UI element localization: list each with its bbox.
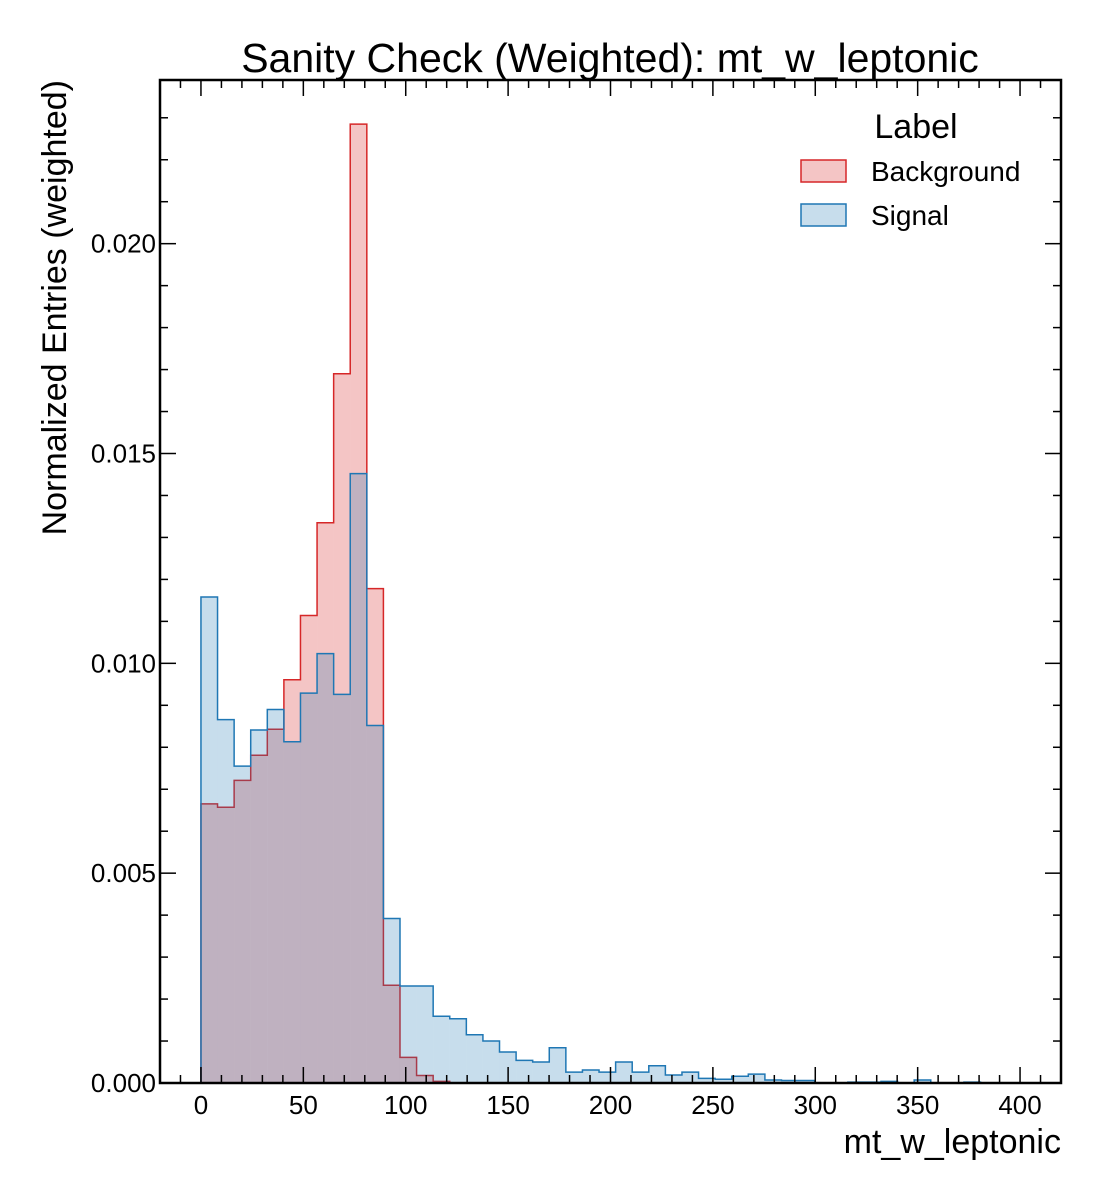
- signal-bar: [599, 1072, 616, 1083]
- signal-bar: [383, 918, 400, 1083]
- signal-bar: [350, 473, 367, 1084]
- x-tick-label: 200: [589, 1090, 632, 1120]
- background-bar: [200, 803, 218, 1083]
- background-bar: [300, 615, 318, 1083]
- x-tick-label: 350: [896, 1090, 939, 1120]
- signal-bar: [715, 1079, 732, 1083]
- signal-bar: [333, 694, 351, 1083]
- background-bar: [350, 124, 367, 1084]
- signal-bar: [565, 1072, 583, 1083]
- signal-bar: [648, 1065, 666, 1083]
- x-tick-label: 300: [794, 1090, 837, 1120]
- y-tick-label: 0.005: [91, 858, 156, 888]
- y-tick-label: 0.020: [91, 229, 156, 259]
- legend-label-signal: Signal: [871, 200, 949, 231]
- signal-bar: [267, 709, 284, 1083]
- background-bar: [217, 807, 235, 1083]
- x-tick-label: 0: [194, 1090, 208, 1120]
- y-tick-label: 0.015: [91, 439, 156, 469]
- signal-bar: [549, 1047, 566, 1083]
- signal-bar: [748, 1074, 765, 1083]
- x-tick-label: 150: [486, 1090, 529, 1120]
- x-axis-title: mt_w_leptonic: [844, 1123, 1061, 1161]
- signal-bar: [317, 653, 334, 1083]
- signal-bar: [665, 1075, 682, 1083]
- signal-bar: [482, 1041, 500, 1083]
- background-bar: [267, 729, 284, 1083]
- signal-bar: [466, 1034, 483, 1083]
- background-bar: [383, 985, 400, 1083]
- legend-swatch-signal: [800, 203, 847, 227]
- signal-bar: [217, 719, 235, 1083]
- signal-bar: [200, 597, 218, 1083]
- signal-bar: [449, 1018, 467, 1083]
- y-tick-label: 0.010: [91, 648, 156, 678]
- background-bar: [283, 679, 301, 1083]
- background-bar: [250, 755, 268, 1083]
- y-tick-label: 0.000: [91, 1068, 156, 1098]
- signal-bar: [914, 1080, 931, 1083]
- background-bar: [317, 522, 334, 1083]
- y-axis-title: Normalized Entries (weighted): [36, 80, 74, 535]
- signal-bar: [416, 986, 434, 1083]
- signal-bar: [781, 1080, 799, 1083]
- tick-layer: 0 50 100 150 200 250 300 350 400 0.000 0.005 0.010 0…: [91, 80, 1061, 1120]
- x-tick-label: 50: [289, 1090, 318, 1120]
- signal-bar: [698, 1078, 716, 1083]
- signal-bar: [798, 1080, 815, 1083]
- background-bar: [416, 1075, 434, 1083]
- signal-bar: [516, 1060, 533, 1083]
- signal-bar: [532, 1062, 550, 1083]
- background-bar: [234, 780, 251, 1083]
- legend-title: Label: [874, 108, 957, 146]
- background-bar: [366, 588, 384, 1083]
- background-bar: [399, 1057, 417, 1083]
- legend: Label Background Signal: [800, 108, 1020, 231]
- signal-bar: [764, 1080, 782, 1083]
- x-tick-label: 100: [384, 1090, 427, 1120]
- legend-label-background: Background: [871, 156, 1020, 187]
- chart-title: Sanity Check (Weighted): mt_w_leptonic: [241, 35, 979, 81]
- x-tick-label: 400: [998, 1090, 1041, 1120]
- signal-bar: [632, 1072, 649, 1083]
- x-tick-label: 250: [691, 1090, 734, 1120]
- signal-bar: [731, 1076, 749, 1083]
- signal-bar: [300, 693, 318, 1083]
- series-signal: [200, 472, 1031, 1084]
- signal-bar: [250, 730, 268, 1083]
- signal-bar: [681, 1072, 699, 1083]
- signal-bar: [234, 766, 251, 1083]
- series-layer: [200, 123, 1031, 1084]
- signal-bar: [366, 725, 384, 1083]
- background-bar: [333, 373, 351, 1083]
- signal-bar: [615, 1062, 633, 1083]
- signal-bar: [399, 986, 417, 1083]
- signal-bar: [433, 1016, 450, 1083]
- legend-swatch-background: [800, 159, 847, 183]
- signal-bar: [283, 741, 301, 1083]
